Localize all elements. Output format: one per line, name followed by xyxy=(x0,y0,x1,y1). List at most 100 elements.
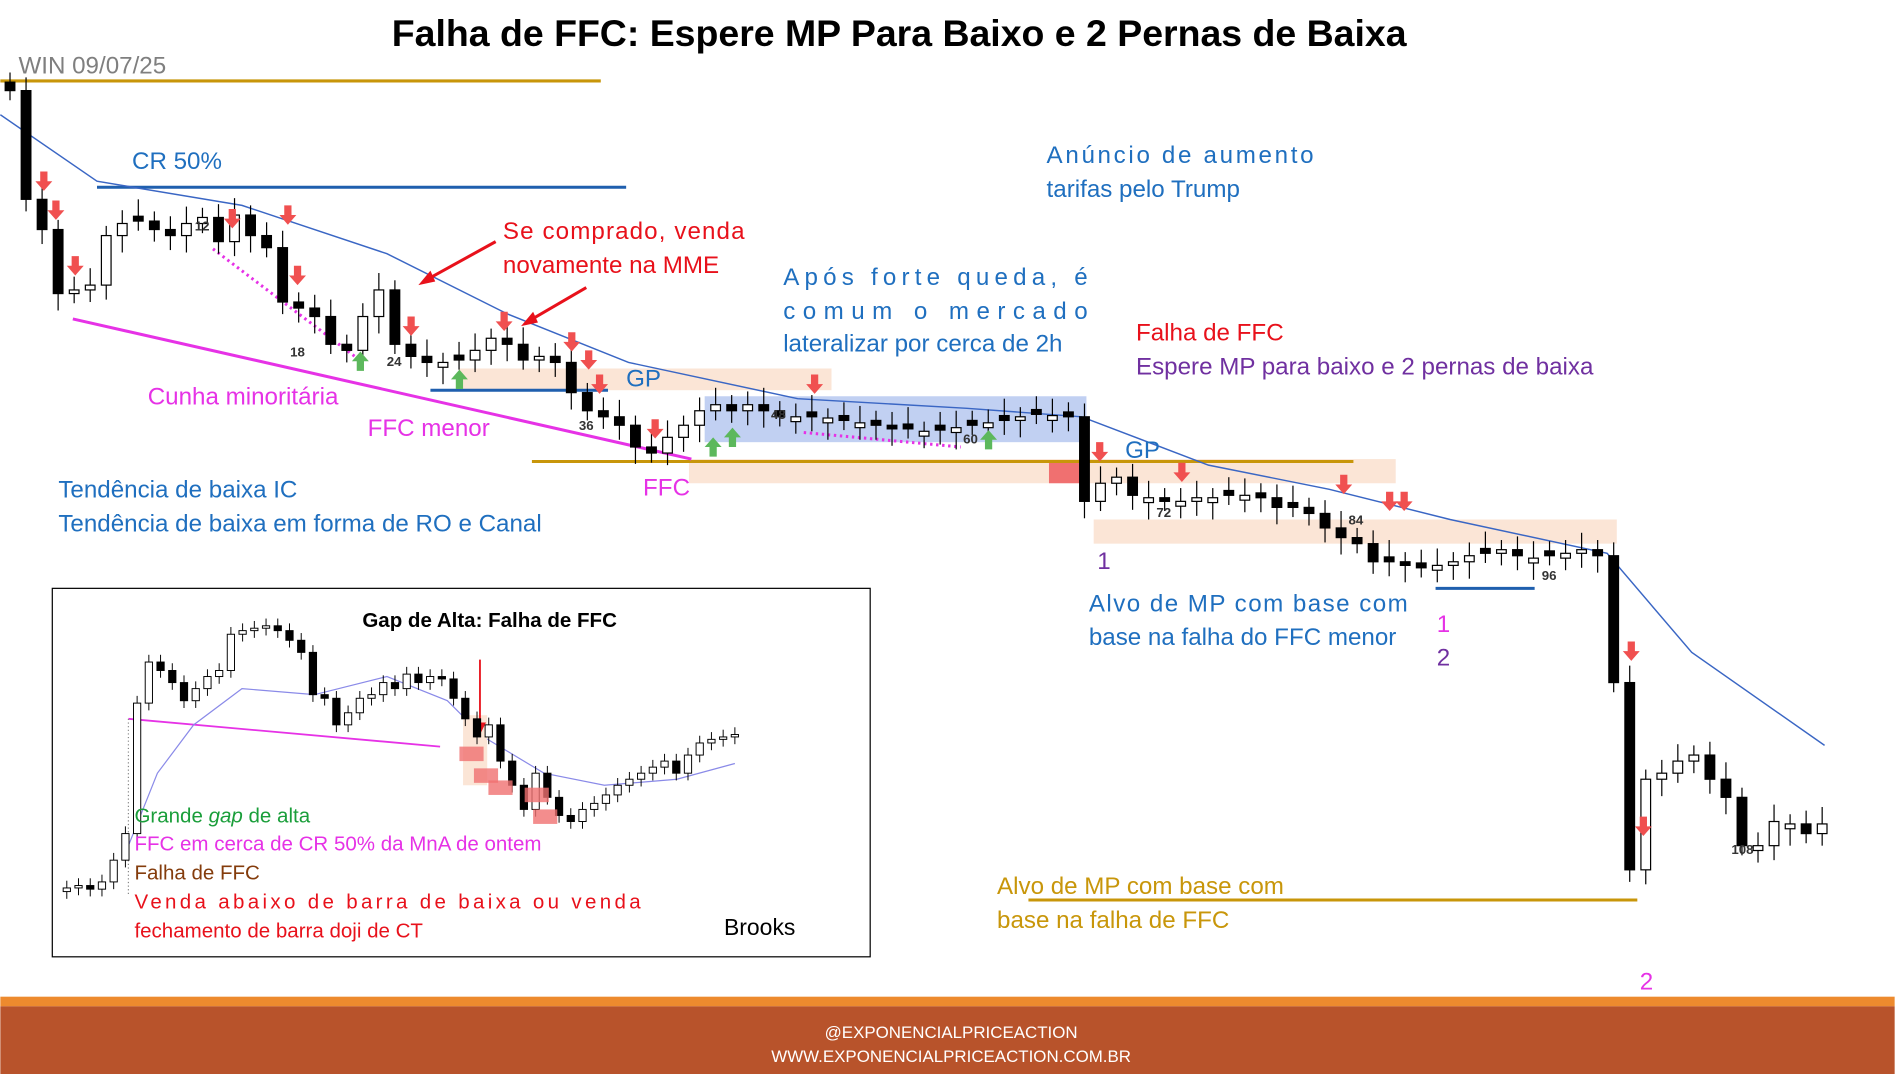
candle xyxy=(1463,555,1475,563)
candle xyxy=(549,355,561,364)
candle xyxy=(148,220,160,231)
candle xyxy=(402,673,411,690)
annotation: Anúncio de aumento xyxy=(1047,142,1314,169)
candle xyxy=(1479,547,1491,554)
candle xyxy=(238,630,247,635)
candle xyxy=(790,416,802,423)
sell-arrow xyxy=(1634,816,1652,837)
candle xyxy=(683,754,693,774)
annotation: Tendência de baixa em forma de RO e Cana… xyxy=(58,511,541,538)
candle xyxy=(1784,823,1796,830)
annotation: GP xyxy=(1125,437,1160,464)
signal-block xyxy=(473,768,499,783)
candle xyxy=(293,301,305,309)
candle xyxy=(730,734,739,738)
candle xyxy=(485,337,497,351)
candle xyxy=(966,419,978,426)
candle xyxy=(437,676,446,680)
candle xyxy=(245,214,257,237)
annotation: Falha de FFC xyxy=(1136,320,1284,347)
candle xyxy=(1079,416,1090,502)
wedge-line xyxy=(128,717,441,748)
candle xyxy=(707,738,716,744)
signal-block xyxy=(488,780,513,795)
bar-number: 18 xyxy=(290,344,305,359)
bar-number: 96 xyxy=(1542,568,1557,583)
bar-number: 24 xyxy=(387,354,402,369)
candle xyxy=(1528,557,1539,564)
candle xyxy=(1656,772,1668,780)
candle xyxy=(742,404,754,412)
leg-label: 2 xyxy=(1437,645,1450,672)
candle xyxy=(695,742,704,756)
inset-note: fechamento de barra doji de CT xyxy=(134,919,423,942)
candle xyxy=(343,712,353,726)
candle xyxy=(533,355,545,361)
sell-arrow xyxy=(495,311,513,332)
candle xyxy=(461,697,470,720)
candle xyxy=(62,887,71,893)
annotation: FFC menor xyxy=(368,415,490,442)
candle xyxy=(625,778,634,786)
candle xyxy=(950,427,962,434)
candle xyxy=(1367,543,1379,563)
candle xyxy=(405,343,417,357)
sell-arrow xyxy=(591,374,609,394)
candle xyxy=(1624,681,1636,871)
candle xyxy=(1303,506,1315,515)
arrow-head xyxy=(418,270,436,286)
arrow xyxy=(424,240,497,282)
candle xyxy=(1191,497,1203,502)
annotation: base na falha de FFC xyxy=(997,907,1229,934)
candle xyxy=(1127,476,1139,496)
candle xyxy=(52,228,64,295)
candle xyxy=(1608,555,1620,684)
zone xyxy=(459,368,832,391)
chart-area xyxy=(0,72,1828,902)
candle xyxy=(20,90,32,200)
sell-arrow xyxy=(289,265,306,286)
candle xyxy=(1447,561,1459,566)
candle xyxy=(1544,550,1555,557)
candle xyxy=(672,760,681,774)
candle xyxy=(886,424,898,430)
candle xyxy=(590,802,599,810)
sell-arrow xyxy=(1395,491,1413,512)
sell-arrow xyxy=(1091,442,1109,462)
candle xyxy=(437,361,449,368)
candle xyxy=(74,885,83,889)
candle xyxy=(180,222,192,237)
candle xyxy=(613,416,625,426)
candle xyxy=(719,736,728,740)
candle xyxy=(469,349,481,361)
wedge-line xyxy=(72,317,692,461)
candle xyxy=(1175,500,1187,507)
candle xyxy=(421,355,433,364)
bar-number: 12 xyxy=(195,219,210,234)
candle xyxy=(774,410,786,418)
candle xyxy=(660,760,669,768)
candle xyxy=(355,697,364,714)
signal-block xyxy=(524,787,549,803)
annotation: FFC xyxy=(643,474,690,501)
candle xyxy=(367,694,376,699)
candle xyxy=(566,814,575,822)
candle xyxy=(501,337,513,345)
bar-number: 72 xyxy=(1156,505,1171,520)
sell-arrow xyxy=(1622,641,1640,661)
candle xyxy=(1672,760,1684,774)
candle xyxy=(86,885,95,890)
candle xyxy=(1335,527,1347,539)
inset-note: Venda abaixo de barra de baixa ou venda xyxy=(134,890,641,913)
sell-arrow xyxy=(806,374,824,394)
candle xyxy=(484,724,493,738)
candle xyxy=(1143,497,1155,504)
buy-arrow xyxy=(450,369,468,390)
candle xyxy=(156,661,165,671)
candle xyxy=(373,289,385,318)
inset-box xyxy=(51,587,871,958)
candle xyxy=(116,222,128,237)
candle xyxy=(357,315,369,351)
candle xyxy=(1014,416,1026,422)
candle xyxy=(581,392,593,412)
